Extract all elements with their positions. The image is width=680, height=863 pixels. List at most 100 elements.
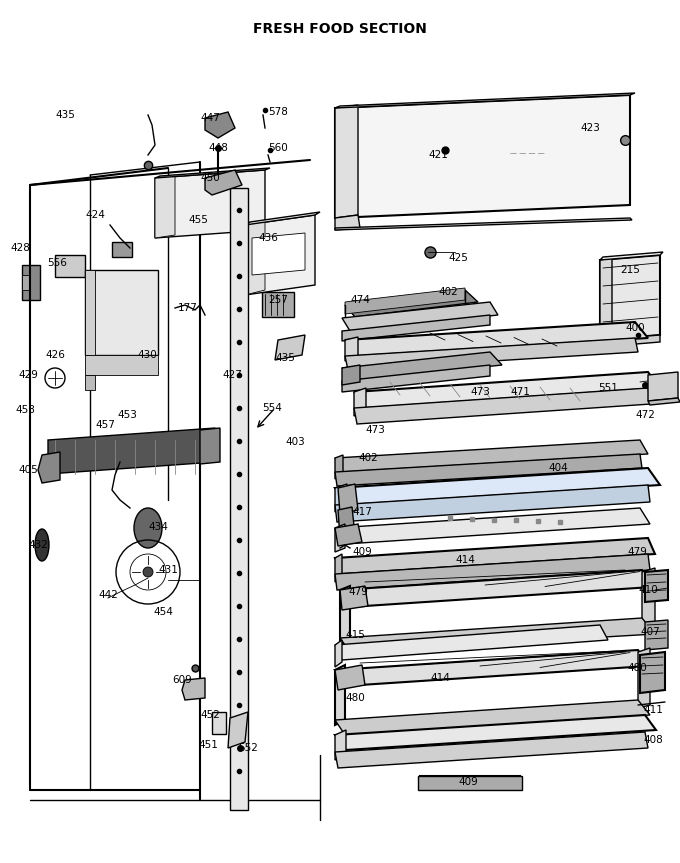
Text: 400: 400	[625, 323, 645, 333]
Text: 405: 405	[18, 465, 38, 475]
Text: 609: 609	[172, 675, 192, 685]
Text: 410: 410	[638, 585, 658, 595]
Bar	[420, 776, 520, 788]
Text: 457: 457	[95, 420, 115, 430]
Bar	[95, 295, 150, 320]
Text: 474: 474	[350, 295, 370, 305]
Text: 454: 454	[153, 607, 173, 617]
Polygon shape	[335, 625, 608, 660]
Polygon shape	[182, 678, 205, 700]
Text: 472: 472	[635, 410, 655, 420]
Text: 407: 407	[640, 627, 660, 637]
Text: 554: 554	[262, 403, 282, 413]
Polygon shape	[335, 554, 342, 582]
Polygon shape	[200, 428, 220, 464]
Polygon shape	[335, 665, 345, 725]
Text: 451: 451	[198, 740, 218, 750]
Polygon shape	[335, 440, 648, 472]
Bar	[55, 255, 85, 277]
Polygon shape	[335, 715, 656, 750]
Bar	[355, 140, 403, 158]
Text: 402: 402	[358, 453, 378, 463]
Polygon shape	[335, 640, 342, 667]
Polygon shape	[342, 315, 490, 341]
Polygon shape	[228, 712, 248, 748]
Polygon shape	[345, 322, 648, 356]
Polygon shape	[205, 112, 235, 138]
Polygon shape	[205, 170, 242, 195]
Polygon shape	[155, 168, 270, 178]
Polygon shape	[48, 428, 215, 474]
Text: 430: 430	[137, 350, 157, 360]
Polygon shape	[335, 454, 642, 486]
Text: 257: 257	[268, 295, 288, 305]
Polygon shape	[38, 452, 60, 483]
Text: 404: 404	[548, 463, 568, 473]
Text: 436: 436	[258, 233, 278, 243]
Bar	[212, 712, 226, 734]
Polygon shape	[85, 270, 158, 355]
Polygon shape	[645, 570, 668, 602]
Polygon shape	[345, 338, 638, 370]
Polygon shape	[342, 365, 360, 385]
Text: 414: 414	[430, 673, 450, 683]
Bar	[112, 242, 132, 257]
Polygon shape	[335, 524, 362, 546]
Polygon shape	[335, 524, 345, 552]
Polygon shape	[354, 388, 651, 424]
Polygon shape	[245, 220, 265, 295]
Text: 434: 434	[148, 522, 168, 532]
Text: 435: 435	[55, 110, 75, 120]
Text: 428: 428	[10, 243, 30, 253]
Polygon shape	[345, 290, 478, 317]
Text: 409: 409	[352, 547, 372, 557]
Polygon shape	[252, 233, 305, 275]
Polygon shape	[335, 665, 365, 690]
Text: — — — —: — — — —	[510, 150, 545, 156]
Text: 411: 411	[643, 705, 663, 715]
Text: 447: 447	[200, 113, 220, 123]
Polygon shape	[245, 212, 320, 225]
Text: 431: 431	[158, 565, 178, 575]
Polygon shape	[335, 218, 632, 230]
Polygon shape	[335, 93, 635, 108]
Ellipse shape	[134, 508, 162, 548]
Polygon shape	[335, 455, 343, 479]
Text: 408: 408	[643, 735, 663, 745]
Text: 417: 417	[352, 507, 372, 517]
Polygon shape	[340, 570, 652, 607]
Text: 552: 552	[238, 743, 258, 753]
Polygon shape	[600, 335, 660, 347]
Text: 427: 427	[222, 370, 242, 380]
Polygon shape	[338, 484, 358, 514]
Polygon shape	[230, 188, 248, 810]
Polygon shape	[155, 175, 175, 238]
Polygon shape	[354, 388, 366, 416]
Polygon shape	[638, 648, 650, 708]
Text: 409: 409	[458, 777, 478, 787]
Polygon shape	[335, 215, 360, 230]
Polygon shape	[275, 335, 305, 360]
Polygon shape	[600, 258, 612, 340]
Polygon shape	[335, 554, 650, 590]
Polygon shape	[335, 484, 347, 512]
Polygon shape	[335, 700, 650, 735]
Text: 480: 480	[345, 693, 365, 703]
Text: 473: 473	[365, 425, 385, 435]
Polygon shape	[85, 375, 95, 390]
Polygon shape	[342, 352, 502, 381]
Text: 453: 453	[117, 410, 137, 420]
Text: 426: 426	[45, 350, 65, 360]
Polygon shape	[600, 252, 663, 260]
Polygon shape	[85, 355, 158, 375]
Text: 442: 442	[98, 590, 118, 600]
Text: 458: 458	[15, 405, 35, 415]
Polygon shape	[335, 538, 655, 574]
Text: 479: 479	[627, 547, 647, 557]
Bar	[22, 275, 30, 290]
Polygon shape	[648, 398, 680, 405]
Text: 435: 435	[275, 353, 295, 363]
Text: 425: 425	[448, 253, 468, 263]
Text: 215: 215	[620, 265, 640, 275]
Text: 556: 556	[47, 258, 67, 268]
